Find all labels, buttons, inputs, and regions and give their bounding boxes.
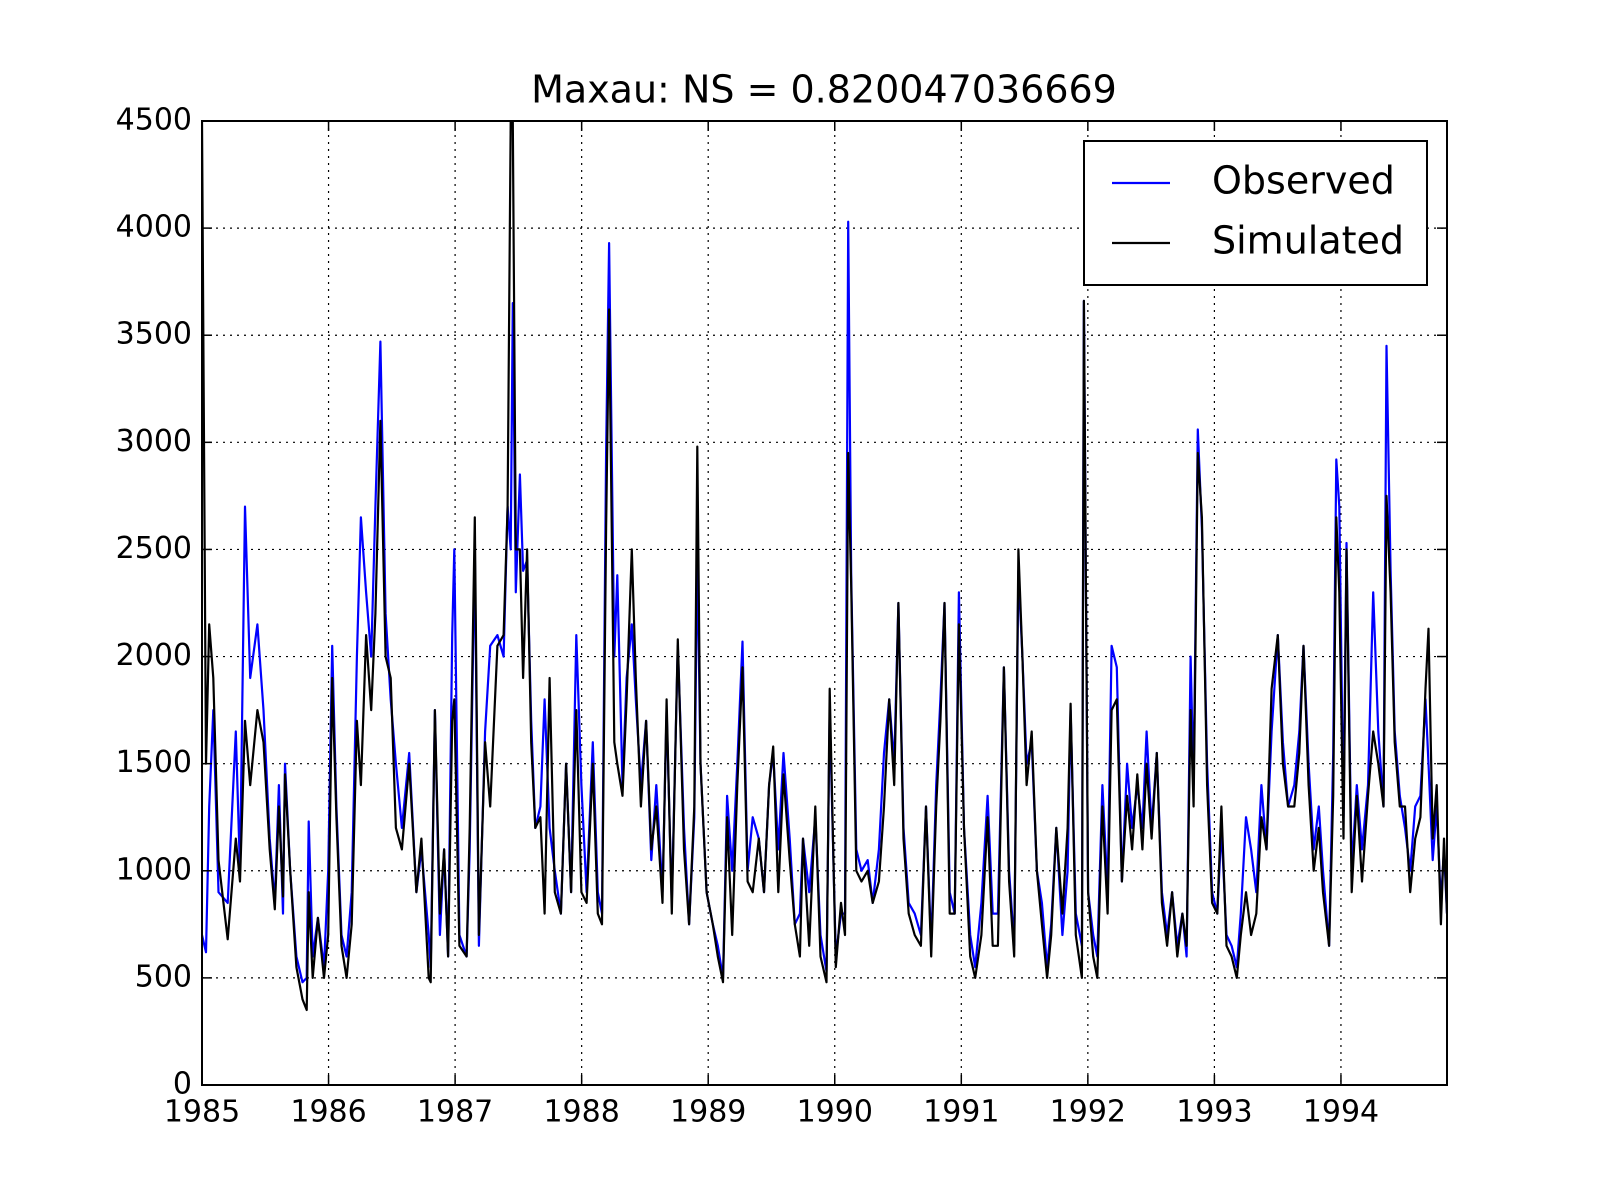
y-tick-label: 4000 xyxy=(116,210,192,245)
y-tick-label: 2000 xyxy=(116,638,192,673)
y-tick-label: 2500 xyxy=(116,531,192,566)
x-tick-label: 1988 xyxy=(543,1095,619,1130)
x-tick-label: 1986 xyxy=(290,1095,366,1130)
legend-label: Simulated xyxy=(1212,219,1404,263)
y-tick-label: 1500 xyxy=(116,745,192,780)
x-tick-label: 1994 xyxy=(1303,1095,1379,1130)
y-tick-label: 3000 xyxy=(116,424,192,459)
chart-title: Maxau: NS = 0.820047036669 xyxy=(531,68,1117,112)
x-tick-label: 1985 xyxy=(164,1095,240,1130)
y-tick-label: 3500 xyxy=(116,317,192,352)
series-line xyxy=(202,121,1447,1012)
y-tick-label: 0 xyxy=(173,1067,192,1102)
plot-frame xyxy=(201,120,1448,1086)
legend-label: Observed xyxy=(1212,159,1395,203)
y-tick-label: 4500 xyxy=(116,103,192,138)
legend-box xyxy=(1083,140,1428,286)
x-tick-label: 1993 xyxy=(1176,1095,1252,1130)
plot-lines xyxy=(202,121,1447,1012)
y-tick-label: 1000 xyxy=(116,852,192,887)
x-tick-label: 1989 xyxy=(670,1095,746,1130)
axes: 0 500 1000 1500 2000 2500 3000 3500 4000 4500 1985… xyxy=(116,103,1448,1130)
y-tick-label: 500 xyxy=(135,959,192,994)
x-tick-label: 1990 xyxy=(797,1095,873,1130)
x-tick-label: 1991 xyxy=(923,1095,999,1130)
x-tick-label: 1987 xyxy=(417,1095,493,1130)
x-tick-label: 1992 xyxy=(1050,1095,1126,1130)
legend: Observed Simulated xyxy=(1083,140,1428,286)
